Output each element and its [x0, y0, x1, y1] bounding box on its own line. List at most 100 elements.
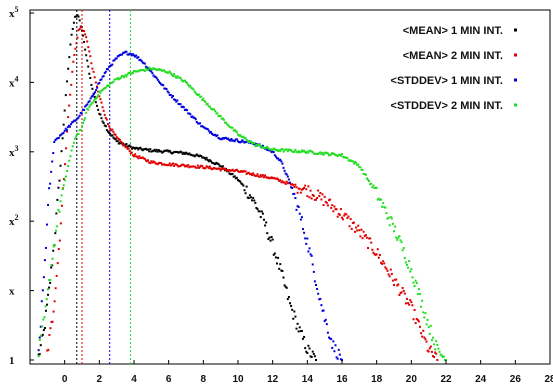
data-point [276, 157, 278, 160]
data-point [164, 71, 167, 74]
data-point [83, 108, 86, 111]
data-point [296, 205, 299, 208]
data-point [88, 105, 91, 108]
data-point [122, 142, 125, 145]
data-point [286, 298, 289, 301]
data-point [55, 229, 57, 232]
data-point [196, 94, 199, 97]
data-point [98, 95, 101, 98]
data-point [147, 159, 150, 162]
data-point [420, 332, 423, 335]
data-point [338, 353, 341, 356]
data-point [330, 206, 333, 209]
data-point [89, 104, 92, 107]
vertical-marker-lines [76, 10, 132, 364]
data-point [277, 178, 280, 181]
data-point [241, 139, 244, 142]
data-point [178, 76, 181, 79]
data-point [253, 174, 256, 177]
data-point [272, 151, 275, 154]
data-point [384, 206, 387, 209]
data-point [82, 34, 85, 37]
data-point [374, 186, 377, 189]
data-point [53, 300, 56, 303]
data-point [69, 155, 72, 158]
data-point [257, 210, 260, 213]
data-point [182, 164, 185, 167]
data-point [255, 143, 258, 146]
data-point [140, 148, 143, 151]
data-point [373, 253, 376, 256]
data-point [280, 160, 283, 163]
data-point [118, 53, 121, 56]
data-point [285, 148, 288, 151]
data-point [69, 125, 71, 128]
data-point [52, 249, 55, 252]
data-point [73, 53, 76, 56]
data-point [149, 162, 152, 165]
data-point [439, 353, 442, 356]
data-point [58, 210, 61, 213]
data-point [189, 165, 192, 168]
data-point [213, 108, 216, 111]
data-point [212, 108, 215, 111]
data-point [285, 180, 288, 183]
data-point [401, 249, 404, 252]
data-point [138, 155, 141, 158]
data-point [303, 231, 306, 234]
data-point [229, 169, 232, 172]
data-point [72, 120, 75, 123]
data-point [157, 80, 160, 83]
data-point [146, 148, 148, 151]
data-point [135, 70, 138, 73]
data-point [190, 153, 193, 156]
data-point [112, 59, 115, 62]
data-point [175, 150, 178, 153]
data-point [104, 117, 107, 120]
data-point [404, 302, 407, 305]
data-point [266, 232, 269, 235]
data-point [44, 305, 47, 308]
data-point [218, 114, 221, 117]
data-point [135, 54, 138, 57]
data-point [94, 81, 97, 84]
data-point [129, 72, 132, 75]
data-point [300, 188, 303, 191]
data-point [295, 186, 298, 189]
data-point [306, 150, 309, 153]
data-point [41, 333, 44, 336]
data-point [332, 210, 335, 213]
data-point [259, 216, 262, 219]
data-point [300, 216, 303, 219]
data-point [150, 68, 153, 71]
data-point [87, 108, 90, 111]
data-point [278, 149, 281, 152]
data-point [182, 79, 185, 82]
data-point [204, 158, 207, 161]
data-point [76, 133, 79, 136]
data-point [126, 73, 129, 76]
data-point [279, 158, 282, 161]
data-point [205, 127, 208, 130]
data-point [161, 163, 164, 166]
data-point [244, 141, 247, 144]
data-point [286, 175, 289, 178]
data-point [200, 154, 203, 157]
data-point [60, 204, 63, 207]
data-point [311, 263, 314, 266]
data-point [57, 248, 60, 251]
data-point [437, 347, 440, 350]
data-point [227, 170, 230, 173]
data-point [397, 236, 400, 239]
data-point [169, 164, 172, 167]
data-point [286, 150, 289, 153]
data-point [194, 154, 197, 157]
data-point [118, 77, 121, 80]
data-point [235, 131, 238, 134]
data-point [215, 167, 218, 170]
data-point [220, 138, 223, 141]
data-point [65, 129, 68, 132]
data-point [260, 145, 263, 148]
data-point [311, 151, 314, 154]
